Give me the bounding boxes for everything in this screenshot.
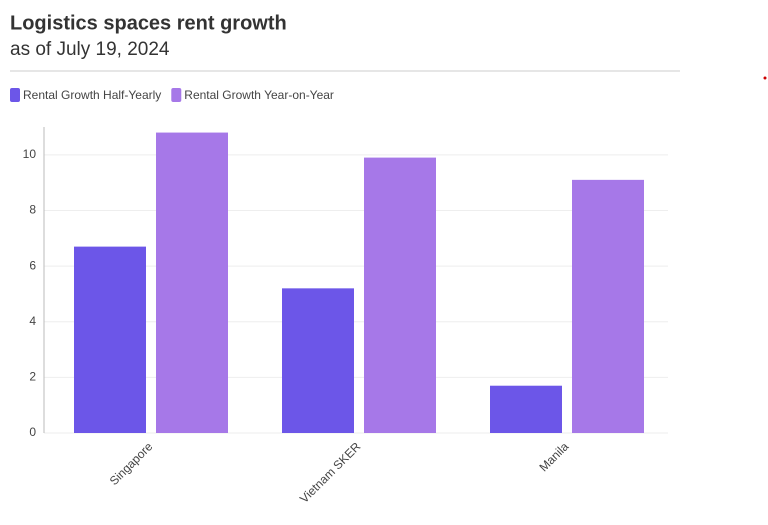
bar (572, 179, 644, 433)
legend-label: Rental Growth Half-Yearly (23, 88, 161, 102)
bar (74, 246, 146, 433)
y-tick-label: 8 (29, 203, 36, 217)
y-tick-label: 2 (29, 370, 36, 384)
y-tick-label: 0 (29, 425, 36, 439)
chart-subtitle: as of July 19, 2024 (10, 39, 170, 60)
legend-label: Rental Growth Year-on-Year (184, 88, 334, 102)
bar (282, 288, 354, 433)
y-tick-label: 4 (29, 314, 36, 328)
chart-title: Logistics spaces rent growth (10, 12, 287, 34)
legend: Rental Growth Half-Yearly Rental Growth Y… (10, 88, 334, 102)
legend-swatch (10, 88, 20, 102)
y-tick-label: 10 (23, 147, 37, 161)
x-tick-label: Vietnam SKER (297, 439, 364, 506)
bar (490, 385, 562, 433)
bar (364, 157, 436, 433)
x-tick-label: Manila (536, 439, 571, 474)
bar (156, 132, 228, 433)
legend-swatch (171, 88, 182, 102)
y-tick-label: 6 (29, 258, 36, 272)
dot (763, 76, 767, 80)
x-tick-label: Singapore (107, 439, 156, 488)
